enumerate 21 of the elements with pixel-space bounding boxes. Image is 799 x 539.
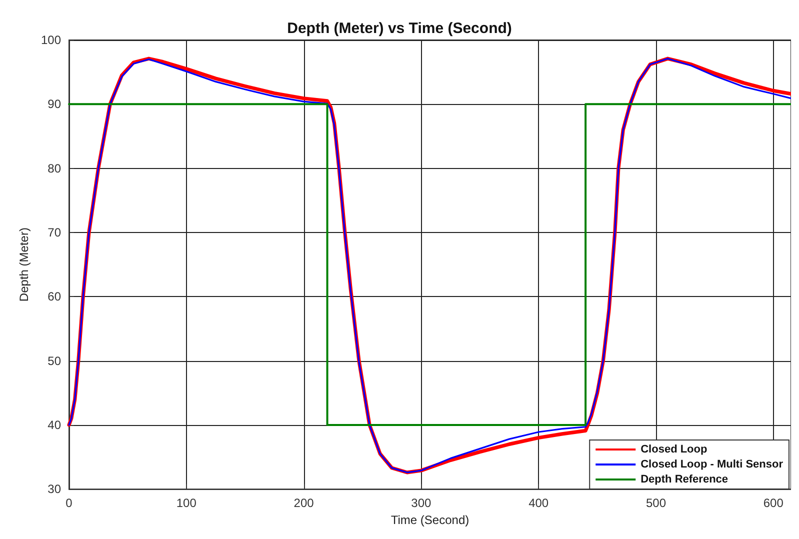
y-tick-label: 80 <box>48 161 62 176</box>
y-tick-label: 60 <box>48 290 62 304</box>
x-tick-label: 0 <box>66 496 73 510</box>
x-tick-label: 100 <box>176 496 197 510</box>
x-tick-label: 200 <box>294 496 314 510</box>
y-tick-label: 30 <box>48 482 62 496</box>
x-tick-label: 300 <box>411 496 432 510</box>
legend-label: Closed Loop - Multi Sensor <box>640 458 784 470</box>
chart-title: Depth (Meter) vs Time (Second) <box>287 20 512 37</box>
legend-label: Depth Reference <box>640 474 728 486</box>
y-tick-label: 50 <box>48 354 62 368</box>
x-tick-label: 600 <box>763 496 784 510</box>
x-tick-label: 400 <box>528 496 549 510</box>
y-tick-label: 40 <box>48 418 62 432</box>
legend-label: Closed Loop <box>640 444 708 456</box>
x-tick-label: 500 <box>646 496 666 510</box>
y-tick-label: 100 <box>40 33 62 47</box>
x-axis-title: Time (Second) <box>390 513 470 527</box>
y-tick-label: 90 <box>48 97 62 112</box>
y-tick-label: 70 <box>48 225 62 240</box>
y-axis-title: Depth (Meter) <box>17 228 32 302</box>
